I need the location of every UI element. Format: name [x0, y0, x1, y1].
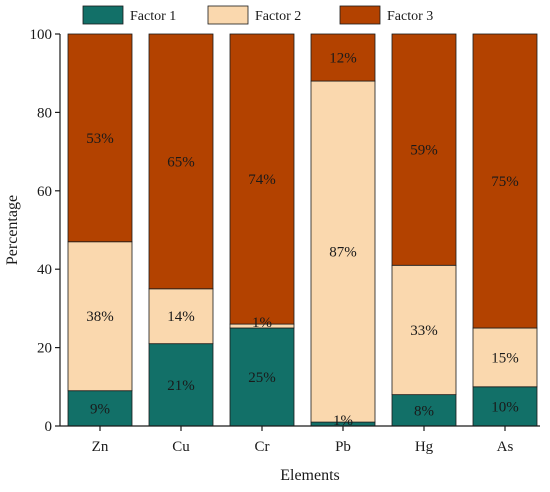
- bar-zn-factor-2: [67, 241, 133, 392]
- bar-cu-factor-2: [148, 288, 214, 345]
- bars-layer: [67, 33, 538, 427]
- data-label-as-factor-1: 10%: [491, 399, 519, 415]
- data-label-cr-factor-3: 74%: [248, 172, 276, 188]
- y-tick-label-0: 0: [45, 419, 53, 435]
- data-label-cr-factor-1: 25%: [248, 370, 276, 386]
- data-label-cu-factor-3: 65%: [167, 154, 195, 170]
- x-tick-label-cr: Cr: [255, 439, 270, 455]
- x-tick-label-pb: Pb: [335, 439, 351, 455]
- y-tick-label-80: 80: [37, 105, 52, 121]
- bar-as-factor-2: [472, 327, 538, 388]
- bar-as-factor-1: [472, 386, 538, 427]
- data-label-hg-factor-2: 33%: [410, 323, 438, 339]
- data-label-pb-factor-2: 87%: [329, 245, 357, 261]
- data-label-cu-factor-2: 14%: [167, 309, 195, 325]
- bar-cr-factor-3: [229, 33, 295, 325]
- bar-hg-factor-2: [391, 264, 457, 396]
- legend-swatch-factor-2: [207, 5, 249, 25]
- data-label-pb-factor-1: 1%: [333, 413, 353, 429]
- legend-swatch-factor-3: [339, 5, 381, 25]
- data-label-hg-factor-1: 8%: [414, 403, 434, 419]
- y-tick-label-100: 100: [30, 27, 53, 43]
- axes-layer: 0 20 40 60 80 100 Zn Cu Cr Pb Hg As: [30, 27, 540, 455]
- bar-hg-factor-3: [391, 33, 457, 266]
- bar-as-factor-3: [472, 33, 538, 329]
- data-label-zn-factor-1: 9%: [90, 401, 110, 417]
- legend: Factor 1 Factor 2 Factor 3: [82, 5, 433, 25]
- bar-zn-factor-3: [67, 33, 133, 243]
- legend-label-factor-1: Factor 1: [130, 9, 176, 24]
- y-axis-title: Percentage: [4, 195, 21, 265]
- x-tick-label-hg: Hg: [415, 439, 434, 455]
- y-tick-label-20: 20: [37, 341, 52, 357]
- y-tick-label-60: 60: [37, 184, 52, 200]
- bar-cu-factor-3: [148, 33, 214, 290]
- data-label-cr-factor-2: 1%: [252, 315, 272, 331]
- bar-pb-factor-2: [310, 80, 376, 423]
- data-label-zn-factor-3: 53%: [86, 131, 114, 147]
- x-tick-label-as: As: [497, 439, 514, 455]
- data-label-as-factor-2: 15%: [491, 350, 519, 366]
- legend-label-factor-2: Factor 2: [255, 9, 301, 24]
- data-label-zn-factor-2: 38%: [86, 309, 114, 325]
- bar-cu-factor-1: [148, 343, 214, 427]
- data-label-as-factor-3: 75%: [491, 174, 519, 190]
- legend-label-factor-3: Factor 3: [387, 9, 433, 24]
- data-label-hg-factor-3: 59%: [410, 143, 438, 159]
- legend-swatch-factor-1: [82, 5, 124, 25]
- data-labels-layer: 9% 38% 53% 21% 14% 65% 25% 1% 74% 1% 87% 12% 8% 33% 59…: [86, 51, 519, 429]
- data-label-cu-factor-1: 21%: [167, 378, 195, 394]
- bar-pb-factor-3: [310, 33, 376, 82]
- x-axis-title: Elements: [280, 467, 340, 484]
- data-label-pb-factor-3: 12%: [329, 51, 357, 67]
- x-tick-label-zn: Zn: [92, 439, 109, 455]
- y-tick-label-40: 40: [37, 262, 52, 278]
- bar-zn-factor-1: [67, 390, 133, 427]
- x-tick-label-cu: Cu: [172, 439, 190, 455]
